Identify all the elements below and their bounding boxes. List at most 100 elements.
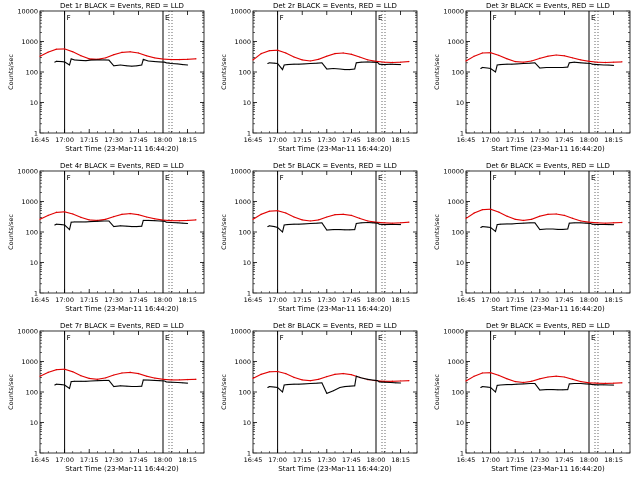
- marker-label: E: [165, 334, 169, 342]
- events-point: [73, 221, 75, 223]
- events-point: [108, 59, 110, 61]
- events-point: [360, 61, 362, 63]
- lld-point: [522, 61, 525, 63]
- lld-point: [588, 60, 590, 62]
- marker-label: E: [378, 174, 382, 182]
- lld-point: [104, 57, 107, 59]
- events-point: [69, 388, 71, 390]
- events-point: [481, 386, 483, 388]
- y-tick-label: 1: [460, 130, 464, 138]
- x-axis-label: Start Time (23-Mar-11 16:44:20): [278, 305, 392, 313]
- events-point: [293, 223, 295, 225]
- lld-point: [317, 219, 320, 221]
- events-point: [534, 222, 536, 224]
- events-point: [298, 383, 300, 385]
- events-point: [64, 61, 66, 63]
- detector-chart-1: Det 1r BLACK = Events, RED = LLD 1 10 100 10…: [7, 2, 205, 153]
- events-series-line: [480, 61, 614, 73]
- events-point: [495, 230, 497, 232]
- events-point: [141, 385, 143, 387]
- events-point: [562, 228, 564, 230]
- lld-point: [358, 217, 361, 220]
- x-tick-label: 18:15: [604, 456, 623, 464]
- lld-point: [121, 213, 123, 216]
- events-point: [90, 59, 92, 61]
- events-point: [354, 68, 356, 70]
- lld-point: [473, 55, 475, 57]
- y-tick-label: 10000: [17, 8, 38, 16]
- events-point: [506, 63, 508, 65]
- events-point: [349, 385, 351, 387]
- lld-series-line: [465, 372, 622, 384]
- lld-point: [137, 213, 140, 216]
- events-point: [113, 226, 115, 228]
- events-point: [55, 223, 57, 225]
- y-tick-label: 1: [34, 450, 38, 458]
- y-tick-label: 10: [30, 99, 38, 107]
- events-point: [96, 220, 98, 222]
- lld-point: [580, 220, 582, 222]
- events-point: [522, 222, 524, 224]
- events-point: [286, 384, 288, 386]
- lld-point: [588, 221, 590, 223]
- lld-series-line: [465, 208, 622, 224]
- lld-point: [285, 372, 287, 375]
- events-point: [303, 383, 305, 385]
- x-tick-label: 16:45: [244, 296, 263, 304]
- events-point: [390, 381, 392, 383]
- events-point: [283, 64, 285, 66]
- x-tick-label: 18:15: [178, 296, 197, 304]
- events-point: [293, 63, 295, 65]
- lld-point: [399, 61, 402, 63]
- events-point: [282, 391, 284, 393]
- lld-point: [276, 370, 279, 373]
- lld-point: [129, 371, 131, 374]
- lld-point: [571, 57, 574, 59]
- events-point: [267, 387, 269, 389]
- detector-chart-8: Det 8r BLACK = Events, RED = LLD 1 10 100 10…: [220, 322, 418, 473]
- events-point: [96, 380, 98, 382]
- events-point: [119, 64, 121, 66]
- lld-point: [547, 55, 549, 57]
- events-point: [131, 226, 133, 228]
- events-point: [154, 61, 156, 63]
- y-tick-label: 1000: [234, 198, 251, 206]
- x-tick-label: 17:30: [317, 456, 336, 464]
- lld-point: [285, 52, 287, 54]
- y-tick-label: 1000: [234, 358, 251, 366]
- events-point: [372, 379, 374, 381]
- lld-point: [547, 376, 549, 378]
- events-point: [545, 228, 547, 230]
- events-point: [378, 63, 380, 65]
- x-axis-label: Start Time (23-Mar-11 16:44:20): [491, 305, 605, 313]
- events-point: [268, 386, 270, 388]
- events-point: [557, 389, 559, 391]
- events-point: [567, 228, 569, 230]
- x-tick-label: 18:00: [580, 296, 599, 304]
- y-axis-label: Counts/sec: [433, 54, 441, 90]
- y-tick-label: 1: [34, 130, 38, 138]
- lld-point: [489, 51, 492, 54]
- x-tick-label: 17:15: [293, 136, 312, 144]
- events-point: [332, 68, 334, 70]
- events-point: [165, 221, 167, 223]
- events-point: [400, 64, 402, 66]
- marker-label: E: [165, 14, 169, 22]
- y-tick-label: 10000: [230, 328, 251, 336]
- chart-title: Det 4r BLACK = Events, RED = LLD: [60, 162, 184, 170]
- events-point: [277, 227, 279, 229]
- events-point: [567, 389, 569, 391]
- events-point: [60, 384, 62, 386]
- lld-point: [39, 55, 41, 57]
- events-point: [499, 64, 501, 66]
- events-point: [573, 61, 575, 63]
- y-tick-label: 100: [452, 389, 464, 397]
- x-tick-label: 18:00: [154, 136, 173, 144]
- x-tick-label: 16:45: [457, 456, 476, 464]
- events-point: [355, 222, 357, 224]
- lld-point: [580, 59, 582, 61]
- x-tick-label: 17:45: [555, 456, 574, 464]
- lld-point: [63, 368, 66, 370]
- events-point: [309, 222, 311, 224]
- events-point: [69, 64, 71, 66]
